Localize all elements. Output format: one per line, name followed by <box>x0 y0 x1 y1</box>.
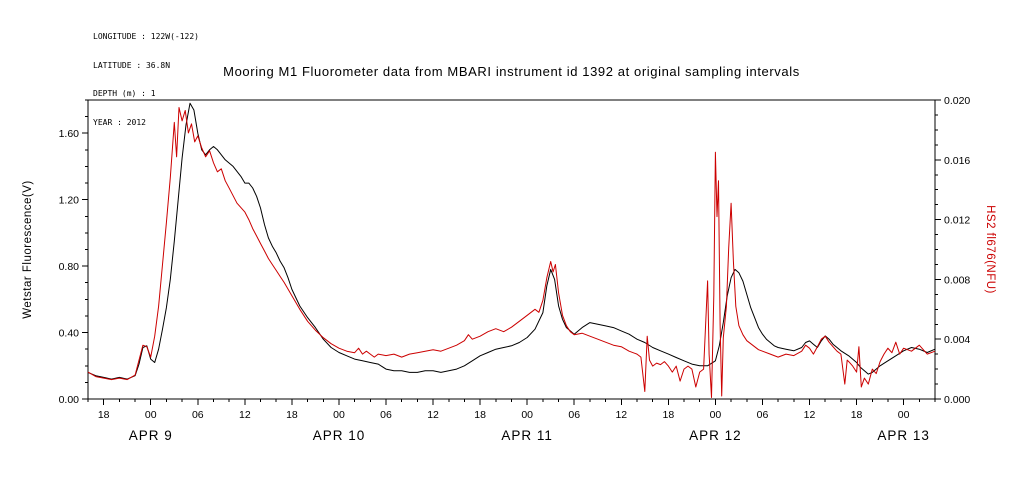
x-tick-label: 18 <box>663 409 675 421</box>
y-left-tick-label: 1.20 <box>59 195 80 207</box>
plot-frame <box>87 99 936 400</box>
x-tick-label: 12 <box>427 409 439 421</box>
longitude-label: LONGITUDE : 122W(-122) <box>93 32 199 41</box>
x-tick-label: 00 <box>710 409 722 421</box>
x-tick-label: 12 <box>615 409 627 421</box>
x-tick-label: 12 <box>804 409 816 421</box>
x-tick-label: 18 <box>286 409 298 421</box>
y-right-tick-label: 0.004 <box>944 334 970 346</box>
x-tick-label: 12 <box>239 409 251 421</box>
x-tick-label: 06 <box>568 409 580 421</box>
y-left-tick-label: 1.60 <box>59 128 80 140</box>
chart-title: Mooring M1 Fluorometer data from MBARI i… <box>223 64 800 79</box>
x-tick-label: 06 <box>380 409 392 421</box>
x-date-label: APR 12 <box>689 428 742 443</box>
y-left-tick-label: 0.80 <box>59 261 80 273</box>
y-right-tick-label: 0.008 <box>944 274 970 286</box>
year-label: YEAR : 2012 <box>93 117 146 127</box>
x-date-label: APR 10 <box>313 428 366 443</box>
y-left-axis-title: Wetstar Fluorescence(V) <box>22 180 34 318</box>
x-tick-label: 06 <box>192 409 204 421</box>
x-tick-label: 00 <box>521 409 533 421</box>
y-right-tick-label: 0.012 <box>944 215 970 227</box>
x-tick-label: 00 <box>145 409 157 421</box>
latitude-label: LATITUDE : 36.8N <box>93 60 171 70</box>
wetstar-line <box>87 102 936 380</box>
x-tick-label: 18 <box>474 409 486 421</box>
metadata-block: LONGITUDE : 122W(-122) LATITUDE : 36.8N … <box>93 13 199 146</box>
x-tick-label: 00 <box>333 409 345 421</box>
x-tick-label: 00 <box>898 409 910 421</box>
x-date-label: APR 13 <box>877 428 930 443</box>
x-date-label: APR 11 <box>501 428 553 443</box>
depth-label: DEPTH (m) : 1 <box>93 89 156 98</box>
x-date-label: APR 9 <box>129 428 173 443</box>
y-right-tick-label: 0.000 <box>944 394 970 406</box>
x-tick-label: 18 <box>851 409 863 421</box>
y-right-tick-label: 0.016 <box>944 155 970 167</box>
x-tick-label: 18 <box>98 409 110 421</box>
y-left-tick-label: 0.40 <box>59 328 80 340</box>
y-right-axis-title: HS2 fl676(NFU) <box>984 205 996 294</box>
x-tick-label: 06 <box>757 409 769 421</box>
y-left-tick-label: 0.00 <box>59 394 80 406</box>
hs2-line <box>87 107 936 398</box>
y-right-tick-label: 0.020 <box>944 95 970 107</box>
